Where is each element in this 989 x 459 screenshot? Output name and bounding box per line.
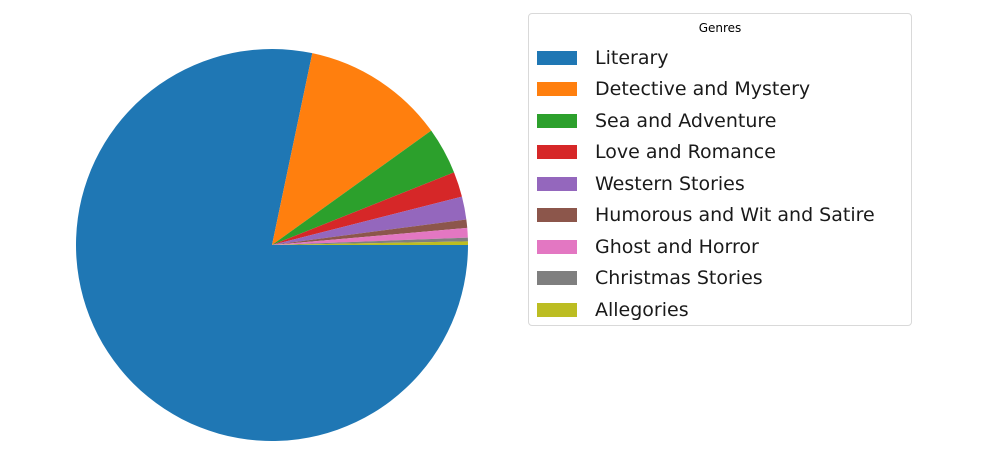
pie-slice-8 [272,241,468,245]
legend-label-5: Humorous and Wit and Satire [595,204,875,227]
legend-label-0: Literary [595,46,669,69]
legend-item-6: Ghost and Horror [537,231,875,263]
pie-slice-0 [76,48,468,441]
pie-slice-3 [272,172,462,245]
legend-swatch-2 [537,113,577,128]
legend-item-0: Literary [537,42,875,74]
legend-label-8: Allegories [595,298,689,321]
legend-swatch-4 [537,176,577,191]
legend-item-5: Humorous and Wit and Satire [537,200,875,232]
pie-slice-2 [272,130,455,245]
pie-slice-7 [272,237,468,245]
legend-label-3: Love and Romance [595,141,776,164]
legend-swatch-0 [537,50,577,65]
legend-swatch-7 [537,271,577,286]
legend-swatch-1 [537,82,577,97]
legend-item-3: Love and Romance [537,137,875,169]
pie-slice-4 [272,196,467,245]
legend-swatch-8 [537,302,577,317]
legend-title: Genres [698,21,742,35]
legend-label-2: Sea and Adventure [595,109,777,132]
legend-item-8: Allegories [537,294,875,326]
legend-item-1: Detective and Mystery [537,74,875,106]
legend-item-7: Christmas Stories [537,263,875,295]
legend-label-1: Detective and Mystery [595,78,811,101]
legend-swatch-3 [537,145,577,160]
pie-slice-5 [272,219,468,245]
legend: Genres Literary Detective and Mystery Sea … [528,13,912,326]
pie-slice-1 [272,53,432,245]
legend-label-7: Christmas Stories [595,267,763,290]
legend-list: Literary Detective and Mystery Sea and Adv… [537,42,875,326]
legend-label-4: Western Stories [595,172,745,195]
legend-label-6: Ghost and Horror [595,235,759,258]
pie-slice-6 [272,227,468,245]
legend-swatch-6 [537,239,577,254]
legend-item-2: Sea and Adventure [537,105,875,137]
legend-swatch-5 [537,208,577,223]
legend-item-4: Western Stories [537,168,875,200]
